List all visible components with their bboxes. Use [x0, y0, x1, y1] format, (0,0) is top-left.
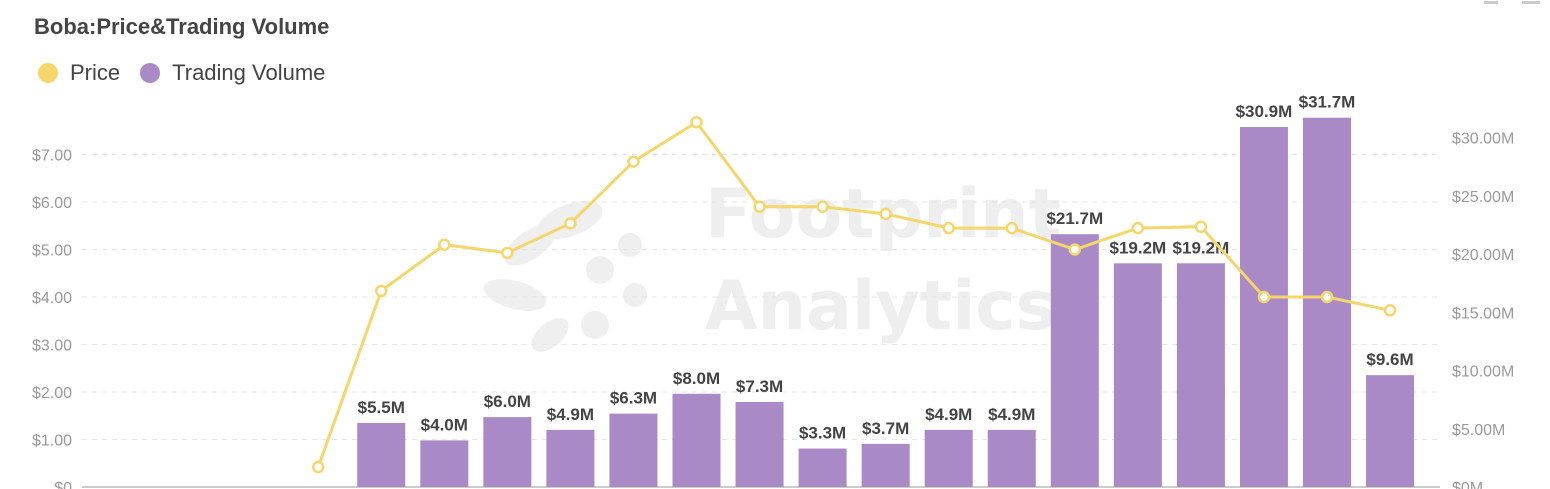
volume-bar-label: $31.7M — [1299, 93, 1356, 112]
left-tick-label: $5.00 — [32, 243, 72, 260]
volume-bar-labels: $5.5M $4.0M $6.0M $4.9M $6.3M $8.0M $7.3M $3.3M… — [358, 93, 1414, 443]
grid-lines — [82, 154, 1440, 440]
right-tick-label: $0M — [1452, 480, 1483, 489]
volume-bar[interactable] — [672, 393, 721, 487]
volume-bar[interactable] — [546, 429, 595, 487]
price-series-line — [316, 120, 1391, 468]
right-tick-label: $10.00M — [1452, 364, 1514, 381]
volume-bar-label: $4.9M — [925, 405, 972, 424]
volume-bar[interactable] — [1239, 127, 1288, 487]
price-point[interactable] — [1383, 304, 1397, 317]
price-legend-dot-icon — [38, 63, 58, 83]
left-tick-label: $0 — [54, 480, 72, 489]
volume-bar[interactable] — [357, 422, 406, 487]
price-point[interactable] — [564, 217, 577, 230]
right-tick-label: $5.00M — [1452, 422, 1505, 439]
price-point[interactable] — [1194, 220, 1208, 233]
window-controls-icon[interactable] — [1470, 1, 1550, 13]
price-line — [316, 120, 1391, 468]
left-y-axis: $0 $1.00 $2.00 $3.00 $4.00 $5.00 $6.00 $7.00 — [32, 148, 72, 489]
price-point[interactable] — [627, 155, 640, 168]
volume-bar-label: $4.9M — [988, 405, 1035, 424]
legend-item-trading-volume[interactable]: Trading Volume — [140, 60, 325, 86]
legend-item-price[interactable]: Price — [38, 60, 120, 86]
volume-bar-label: $9.6M — [1366, 350, 1413, 369]
price-point[interactable] — [942, 221, 955, 235]
left-tick-label: $6.00 — [32, 195, 72, 212]
volume-legend-dot-icon — [140, 63, 161, 83]
chart-legend: Price Trading Volume — [38, 60, 345, 86]
right-tick-label: $20.00M — [1452, 247, 1514, 264]
price-point[interactable] — [1068, 243, 1082, 256]
price-point[interactable] — [1005, 221, 1018, 235]
price-point[interactable] — [753, 200, 766, 213]
volume-bars — [357, 117, 1415, 487]
volume-bar[interactable] — [1366, 375, 1415, 487]
volume-bar-label: $6.0M — [484, 392, 531, 411]
volume-bar-label: $6.3M — [610, 389, 657, 408]
right-y-axis: $0M $5.00M $10.00M $15.00M $20.00M $25.00M $30… — [1452, 131, 1514, 489]
price-point[interactable] — [311, 460, 325, 474]
left-tick-label: $4.00 — [32, 290, 72, 307]
legend-label-trading-volume: Trading Volume — [172, 60, 326, 85]
corner-icons — [1470, 0, 1550, 18]
volume-bar-label: $19.2M — [1109, 238, 1166, 257]
price-point[interactable] — [690, 115, 703, 129]
legend-label-price: Price — [70, 60, 121, 85]
price-points — [311, 115, 1397, 474]
price-point[interactable] — [501, 246, 514, 260]
volume-bar[interactable] — [1113, 263, 1162, 487]
left-tick-label: $2.00 — [32, 385, 72, 402]
chart-title: Boba:Price&Trading Volume — [34, 14, 330, 39]
volume-bar-label: $8.0M — [673, 369, 720, 388]
right-tick-label: $15.00M — [1452, 305, 1514, 322]
volume-bar[interactable] — [861, 443, 910, 487]
volume-bar-label: $7.3M — [736, 377, 783, 396]
volume-bar[interactable] — [1050, 234, 1099, 487]
price-point[interactable] — [1320, 290, 1334, 304]
left-tick-label: $3.00 — [32, 338, 72, 355]
left-tick-label: $7.00 — [32, 148, 72, 165]
volume-bar[interactable] — [924, 429, 973, 487]
price-point[interactable] — [1131, 221, 1145, 235]
volume-bar-label: $3.7M — [862, 419, 909, 438]
volume-bar-label: $4.0M — [421, 415, 468, 434]
left-tick-label: $1.00 — [32, 433, 72, 450]
volume-bar-label: $5.5M — [358, 398, 405, 417]
price-point[interactable] — [1257, 290, 1271, 304]
volume-bar-label: $3.3M — [799, 424, 846, 443]
price-point[interactable] — [375, 284, 388, 298]
price-point[interactable] — [879, 207, 892, 221]
volume-bar-label: $30.9M — [1236, 102, 1293, 121]
volume-bar-label: $21.7M — [1046, 209, 1103, 228]
volume-bar[interactable] — [420, 440, 469, 487]
volume-bar[interactable] — [483, 417, 532, 487]
volume-bar[interactable] — [987, 429, 1036, 487]
volume-bar[interactable] — [735, 401, 784, 487]
volume-bar[interactable] — [1176, 263, 1225, 487]
right-tick-label: $30.00M — [1452, 131, 1514, 148]
volume-bar[interactable] — [798, 448, 847, 487]
price-point[interactable] — [816, 200, 829, 213]
volume-bar-label: $4.9M — [547, 405, 594, 424]
price-point[interactable] — [438, 238, 451, 251]
right-tick-label: $25.00M — [1452, 189, 1514, 206]
volume-bar[interactable] — [609, 413, 658, 487]
